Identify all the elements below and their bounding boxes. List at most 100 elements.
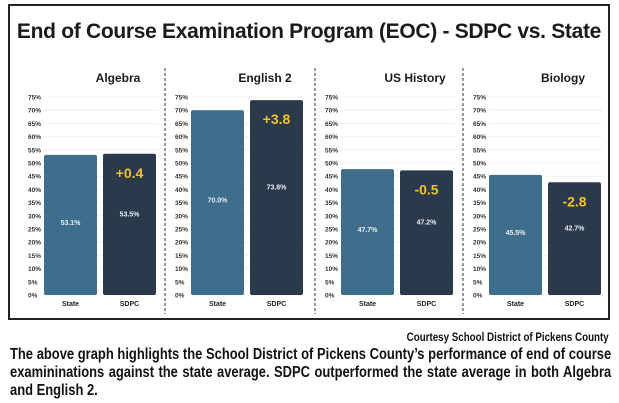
x-tick-label: SDPC [267, 301, 286, 308]
y-tick-label: 25% [175, 227, 188, 234]
x-tick-label: SDPC [565, 301, 584, 308]
difference-label: -2.8 [562, 193, 586, 209]
bar-sdpc [103, 153, 156, 295]
bar-sdpc [250, 100, 303, 295]
y-tick-label: 15% [325, 253, 338, 260]
y-tick-label: 40% [175, 187, 188, 194]
y-tick-label: 20% [473, 240, 486, 247]
bar-value-label: 53.1% [61, 220, 82, 227]
x-tick-label: State [62, 301, 79, 308]
y-tick-label: 0% [473, 293, 483, 300]
y-tick-label: 70% [325, 108, 338, 115]
x-tick-label: State [209, 301, 226, 308]
x-tick-label: State [507, 301, 524, 308]
y-tick-label: 0% [28, 293, 38, 300]
y-tick-label: 15% [473, 253, 486, 260]
y-tick-label: 25% [28, 227, 41, 234]
chart-panels: Algebra 0% 5% 10% 15% 20% 25% 30% 35% 40% 45% 50% 55… [28, 68, 603, 314]
y-tick-label: 65% [325, 121, 338, 128]
y-tick-label: 55% [473, 147, 486, 154]
y-tick-label: 75% [325, 95, 338, 102]
y-tick-label: 50% [175, 161, 188, 168]
bar-value-label: 53.5% [120, 211, 141, 218]
y-tick-label: 0% [325, 293, 335, 300]
y-tick-label: 30% [28, 213, 41, 220]
x-tick-label: SDPC [120, 301, 139, 308]
y-tick-label: 60% [473, 134, 486, 141]
y-tick-label: 70% [175, 108, 188, 115]
bar-value-label: 70.0% [208, 198, 229, 205]
y-tick-label: 75% [175, 95, 188, 102]
bar-value-label: 73.8% [267, 185, 288, 192]
difference-label: -0.5 [414, 181, 438, 197]
panel-title: Algebra [96, 71, 141, 85]
panel-title: Biology [541, 71, 585, 85]
bar-value-label: 45.5% [506, 230, 527, 237]
y-tick-label: 5% [325, 279, 335, 286]
y-tick-label: 60% [28, 134, 41, 141]
y-tick-label: 35% [473, 200, 486, 207]
y-tick-label: 5% [28, 279, 38, 286]
bar-sdpc [548, 182, 601, 295]
y-tick-label: 50% [28, 161, 41, 168]
y-tick-label: 25% [325, 227, 338, 234]
y-tick-label: 45% [28, 174, 41, 181]
y-tick-label: 65% [175, 121, 188, 128]
y-tick-label: 55% [325, 147, 338, 154]
bar-state [44, 154, 97, 295]
y-tick-label: 10% [473, 266, 486, 273]
y-tick-label: 30% [473, 213, 486, 220]
y-tick-label: 70% [28, 108, 41, 115]
y-tick-label: 65% [473, 121, 486, 128]
y-tick-label: 35% [325, 200, 338, 207]
y-tick-label: 10% [325, 266, 338, 273]
y-tick-label: 30% [175, 213, 188, 220]
y-tick-label: 60% [175, 134, 188, 141]
chart-title: End of Course Examination Program (EOC) … [16, 20, 602, 43]
y-tick-label: 20% [325, 240, 338, 247]
y-tick-label: 35% [175, 200, 188, 207]
y-tick-label: 5% [175, 279, 185, 286]
bar-value-label: 47.2% [417, 220, 438, 227]
y-tick-label: 70% [473, 108, 486, 115]
y-tick-label: 0% [175, 293, 185, 300]
y-tick-label: 10% [175, 266, 188, 273]
y-tick-label: 10% [28, 266, 41, 273]
bar-state [341, 169, 394, 295]
y-tick-label: 75% [473, 95, 486, 102]
y-tick-label: 75% [28, 95, 41, 102]
bar-value-label: 47.7% [358, 227, 379, 234]
y-tick-label: 45% [175, 174, 188, 181]
y-tick-label: 45% [325, 174, 338, 181]
y-tick-label: 40% [28, 187, 41, 194]
caption-container: The above graph highlights the School Di… [10, 346, 611, 400]
y-tick-label: 60% [325, 134, 338, 141]
y-tick-label: 30% [325, 213, 338, 220]
y-tick-label: 50% [325, 161, 338, 168]
y-tick-label: 50% [473, 161, 486, 168]
y-tick-label: 35% [28, 200, 41, 207]
x-tick-label: SDPC [417, 301, 436, 308]
bar-sdpc [400, 170, 453, 295]
y-tick-label: 15% [28, 253, 41, 260]
difference-label: +3.8 [263, 111, 291, 127]
y-tick-label: 65% [28, 121, 41, 128]
bar-state [191, 110, 244, 295]
y-tick-label: 55% [175, 147, 188, 154]
y-tick-label: 20% [28, 240, 41, 247]
y-tick-label: 20% [175, 240, 188, 247]
y-tick-label: 55% [28, 147, 41, 154]
y-tick-label: 25% [473, 227, 486, 234]
y-tick-label: 40% [325, 187, 338, 194]
x-tick-label: State [359, 301, 376, 308]
bar-value-label: 42.7% [565, 226, 586, 233]
bar-state [489, 174, 542, 295]
difference-label: +0.4 [116, 165, 144, 181]
panel-title: US History [384, 71, 446, 85]
panel-title: English 2 [238, 71, 292, 85]
y-tick-label: 15% [175, 253, 188, 260]
caption: The above graph highlights the School Di… [10, 346, 612, 399]
y-tick-label: 45% [473, 174, 486, 181]
photo-credit: Courtesy School District of Pickens Coun… [406, 332, 609, 344]
y-tick-label: 5% [473, 279, 483, 286]
